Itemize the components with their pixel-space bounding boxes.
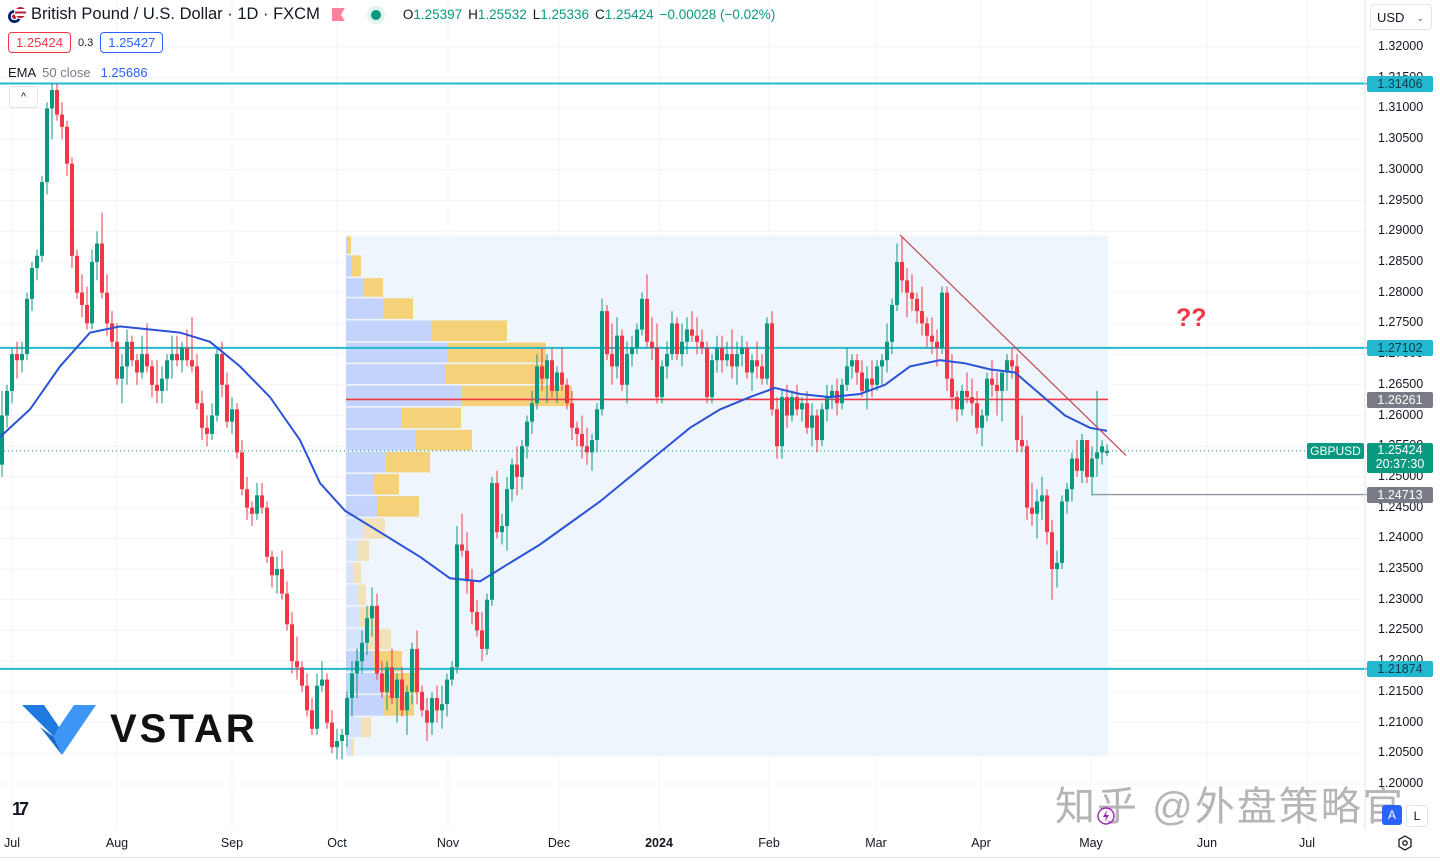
price-tick-label: 1.20000 <box>1378 776 1424 790</box>
auto-scale-button[interactable]: A <box>1382 805 1402 825</box>
price-tick-label: 1.24000 <box>1378 530 1424 545</box>
price-tick-label: 1.23000 <box>1378 591 1424 606</box>
symbol-legend: British Pound / U.S. Dollar · 1D · FXCM … <box>8 5 775 24</box>
chevron-up-icon: ^ <box>20 91 27 103</box>
price-tick-label: 1.23500 <box>1378 561 1424 576</box>
price-tick-label: 1.26500 <box>1378 376 1424 391</box>
time-tick-label: Oct <box>327 836 347 850</box>
level-tag-1-21874: 1.21874 <box>1367 661 1433 677</box>
price-change: −0.00028 (−0.02%) <box>659 7 776 22</box>
time-tick-label: Mar <box>865 836 887 850</box>
volume-profile-range-background <box>346 235 1108 757</box>
settings-gear-icon[interactable] <box>1397 835 1413 851</box>
last-price-tag: 1.25424 20:37:30 <box>1367 443 1433 473</box>
chevron-down-icon: ⌄ <box>1416 13 1424 23</box>
candlestick-series <box>0 83 1109 760</box>
price-tick-label: 1.30000 <box>1378 161 1424 176</box>
collapse-legend-button[interactable]: ^ <box>9 86 38 108</box>
price-tick-label: 1.32000 <box>1378 39 1424 53</box>
volume-profile-histogram <box>346 236 572 756</box>
market-open-status-icon <box>370 9 381 20</box>
ema-indicator-legend[interactable]: EMA 50 close 1.25686 <box>8 65 148 80</box>
price-tick-label: 1.31000 <box>1378 100 1424 115</box>
zhihu-watermark: 知乎 @外盘策略官 <box>1055 785 1405 829</box>
recent-low-tag: 1.24713 <box>1367 487 1433 503</box>
time-tick-label: Jul <box>4 836 20 850</box>
log-scale-button[interactable]: L <box>1406 805 1428 827</box>
symbol-tag: GBPUSD <box>1307 443 1364 459</box>
tradingview-logo[interactable]: 17 <box>12 799 29 819</box>
price-tick-label: 1.26000 <box>1378 407 1424 422</box>
ema50-line <box>0 325 1108 583</box>
indicator-name: EMA <box>8 65 37 80</box>
time-tick-label: 2024 <box>645 836 673 850</box>
level-tag-1-31406: 1.31406 <box>1367 76 1433 92</box>
time-tick-label: Aug <box>105 836 129 850</box>
time-tick-label: Apr <box>971 836 991 850</box>
price-tick-label: 1.28000 <box>1378 284 1424 299</box>
sell-price-button[interactable]: 1.25424 <box>8 32 71 53</box>
horizontal-levels <box>0 82 1367 670</box>
price-tick-label: 1.27500 <box>1378 315 1424 330</box>
time-tick-label: May <box>1079 836 1103 850</box>
descending-trendline <box>899 234 1127 456</box>
poc-tag: 1.26261 <box>1367 392 1433 408</box>
symbol-title[interactable]: British Pound / U.S. Dollar · 1D · FXCM <box>31 5 320 23</box>
price-tick-label: 1.24500 <box>1378 499 1424 514</box>
indicator-params: 50 close <box>42 65 91 80</box>
bid-ask-row: 1.25424 0.3 1.25427 <box>8 32 164 53</box>
price-tick-label: 1.28500 <box>1378 253 1424 268</box>
level-tag-1-27102: 1.27102 <box>1367 340 1433 356</box>
price-tick-label: 1.20500 <box>1378 745 1424 760</box>
flag-icon[interactable] <box>331 8 345 21</box>
ohlc-values: O1.25397 H1.25532 L1.25336 C1.25424 −0.0… <box>402 7 776 22</box>
price-tick-label: 1.29500 <box>1378 192 1424 207</box>
price-tick-label: 1.21000 <box>1378 714 1424 729</box>
time-tick-label: Feb <box>758 836 780 850</box>
window-bottom-border <box>0 857 1440 858</box>
time-tick-label: Nov <box>436 836 460 850</box>
vstar-logo: VSTAR <box>22 703 258 755</box>
bar-countdown: 20:37:30 <box>1375 457 1425 471</box>
buy-price-button[interactable]: 1.25427 <box>100 32 164 53</box>
question-mark-annotation[interactable]: ?? <box>1176 304 1207 332</box>
time-tick-label: Jul <box>1299 836 1315 850</box>
time-tick-label: Sep <box>220 836 244 850</box>
vstar-wordmark: VSTAR <box>110 706 258 751</box>
time-tick-label: Jun <box>1196 836 1218 850</box>
indicator-value: 1.25686 <box>100 65 148 80</box>
time-tick-label: Dec <box>547 836 571 850</box>
price-tick-label: 1.21500 <box>1378 683 1424 698</box>
gbp-usd-flags-icon <box>8 5 27 24</box>
price-tick-label: 1.29000 <box>1378 223 1424 238</box>
price-tick-label: 1.22500 <box>1378 622 1424 637</box>
price-tick-label: 1.30500 <box>1378 131 1424 146</box>
spread-value: 0.3 <box>78 36 94 49</box>
currency-select[interactable]: USD ⌄ <box>1370 4 1432 30</box>
vstar-v-icon <box>22 705 96 755</box>
lightning-event-icon[interactable] <box>1096 806 1116 826</box>
